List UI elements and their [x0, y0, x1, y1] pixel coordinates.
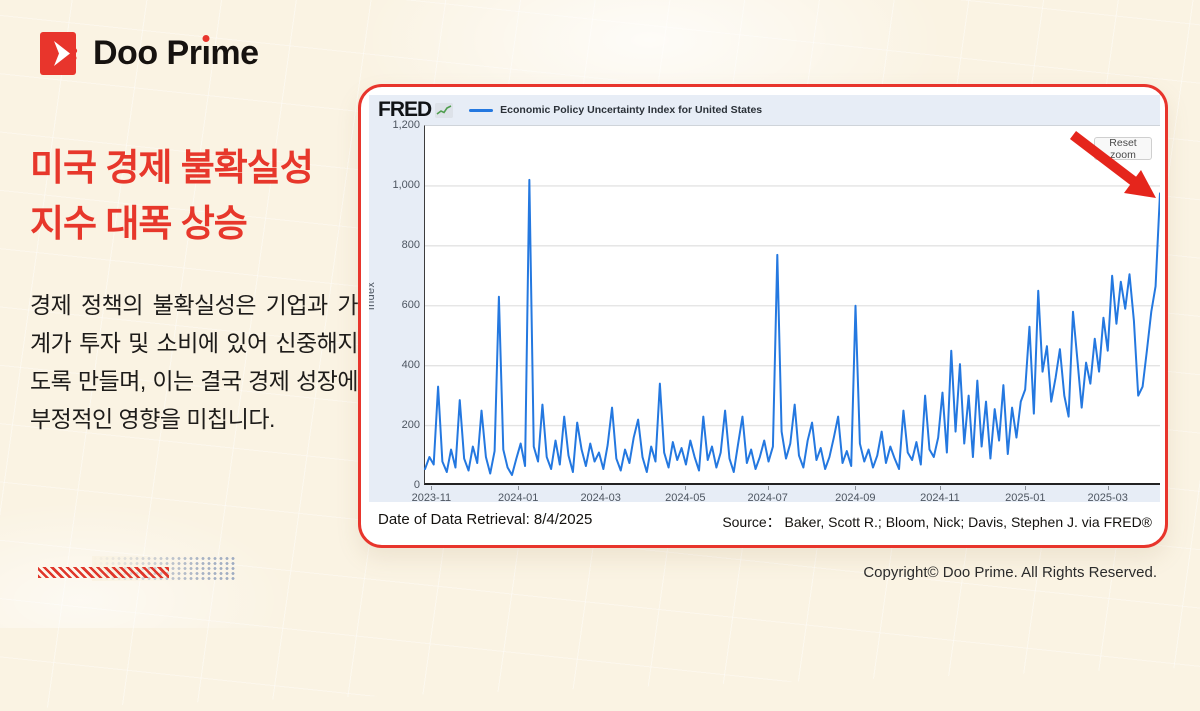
x-tick-mark — [431, 486, 433, 490]
x-tick-mark — [518, 486, 520, 490]
x-tick-label: 2024-09 — [835, 492, 876, 502]
headline-line1: 미국 경제 불확실성 — [30, 147, 314, 188]
chart-legend: Economic Policy Uncertainty Index for Un… — [469, 104, 762, 116]
x-tick-label: 2025-03 — [1087, 492, 1128, 502]
x-tick-mark — [1107, 486, 1109, 490]
x-tick-mark — [685, 486, 687, 490]
copyright-text: Copyright© Doo Prime. All Rights Reserve… — [863, 564, 1157, 581]
y-tick-label: 1,000 — [392, 179, 420, 191]
y-tick-label: 400 — [401, 359, 420, 371]
doo-prime-logo: Doo Prıme — [40, 32, 259, 75]
legend-line-swatch — [469, 108, 494, 112]
data-source-credit: Source： Baker, Scott R.; Bloom, Nick; Da… — [722, 514, 1152, 530]
x-tick-mark — [600, 486, 602, 490]
x-tick-mark — [767, 486, 769, 490]
x-axis-tick-labels: 2023-11 2024-01 2024-03 2024-05 2024-07 2024-… — [412, 486, 1160, 502]
y-tick-label: 200 — [401, 419, 420, 431]
reset-zoom-button[interactable]: Reset zoom — [1094, 137, 1152, 161]
x-tick-label: 2024-07 — [747, 492, 788, 502]
fred-sparkline-icon — [435, 102, 454, 118]
logo-i-red-dot: ı — [201, 34, 211, 72]
plot-area — [424, 125, 1160, 485]
x-tick-mark — [855, 486, 857, 490]
chart-card: FRED Economic Policy Uncertainty Index f… — [358, 84, 1168, 548]
fred-chart-panel: FRED Economic Policy Uncertainty Index f… — [369, 95, 1160, 502]
red-hatch-bar-decoration — [38, 567, 169, 578]
headline-line2: 지수 대폭 상승 — [30, 203, 248, 244]
fred-logo-text: FRED — [378, 98, 432, 121]
body-text: 경제 정책의 불확실성은 기업과 가계가 투자 및 소비에 있어 신중해지도록 … — [30, 292, 359, 432]
y-tick-label: 600 — [401, 299, 420, 311]
y-axis-tick-labels: 1,200 1,000 800 600 400 200 0 — [369, 95, 420, 502]
y-axis-title: Index — [369, 281, 378, 311]
doo-prime-logo-icon — [40, 32, 78, 75]
x-tick-label: 2024-03 — [580, 492, 621, 502]
uncertainty-index-line-chart — [424, 178, 1160, 477]
fred-chart-header: FRED Economic Policy Uncertainty Index f… — [369, 95, 1160, 125]
data-retrieval-date: Date of Data Retrieval: 8/4/2025 — [378, 511, 593, 528]
y-tick-label: 800 — [401, 239, 420, 251]
x-tick-mark — [1025, 486, 1027, 490]
fred-logo: FRED — [378, 98, 454, 122]
doo-prime-wordmark: Doo Prıme — [93, 34, 259, 72]
x-tick-label: 2024-11 — [920, 492, 960, 502]
x-tick-label: 2024-01 — [498, 492, 539, 502]
y-tick-label: 0 — [413, 479, 420, 491]
page-title: 미국 경제 불확실성 지수 대폭 상승 — [30, 140, 370, 252]
x-tick-label: 2025-01 — [1005, 492, 1046, 502]
y-tick-label: 1,200 — [392, 119, 420, 131]
x-tick-mark — [939, 486, 941, 490]
x-tick-label: 2023-11 — [411, 492, 452, 502]
legend-label: Economic Policy Uncertainty Index for Un… — [500, 104, 763, 116]
x-tick-label: 2024-05 — [665, 492, 706, 502]
